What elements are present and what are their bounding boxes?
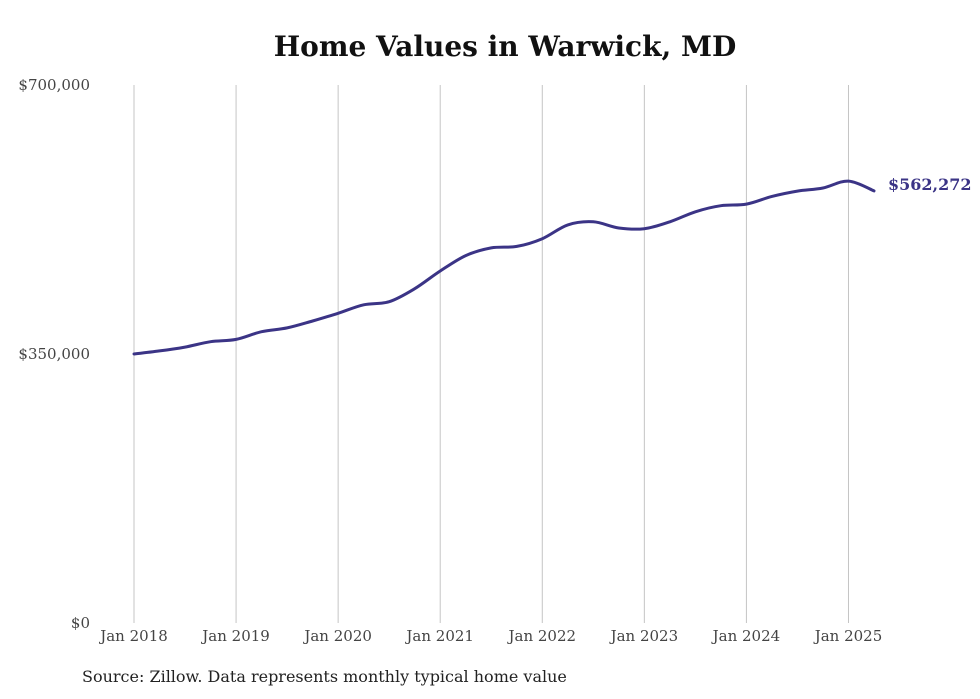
x-axis-ticks: Jan 2018 Jan 2019 Jan 2020 Jan 2021 Jan 2022… <box>98 627 882 645</box>
x-tick-label: Jan 2022 <box>506 627 576 645</box>
x-tick-label: Jan 2021 <box>404 627 474 645</box>
y-tick-label: $0 <box>71 614 90 632</box>
grid-lines <box>133 85 849 623</box>
end-labels: $562,272 <box>888 175 972 194</box>
chart-title: Home Values in Warwick, MD <box>273 30 737 63</box>
x-tick-label: Jan 2023 <box>609 627 679 645</box>
y-tick-label: $700,000 <box>18 76 90 94</box>
series-line <box>132 179 876 356</box>
x-tick-label: Jan 2018 <box>98 627 168 645</box>
series-lines <box>132 179 876 356</box>
source-note: Source: Zillow. Data represents monthly … <box>82 667 567 686</box>
end-value-label: $562,272 <box>888 175 972 194</box>
y-axis-ticks: $0 $350,000 $700,000 <box>18 76 90 632</box>
x-tick-label: Jan 2020 <box>302 627 372 645</box>
x-tick-label: Jan 2025 <box>813 627 883 645</box>
x-tick-label: Jan 2024 <box>711 627 781 645</box>
x-tick-label: Jan 2019 <box>200 627 270 645</box>
y-tick-label: $350,000 <box>18 345 90 363</box>
